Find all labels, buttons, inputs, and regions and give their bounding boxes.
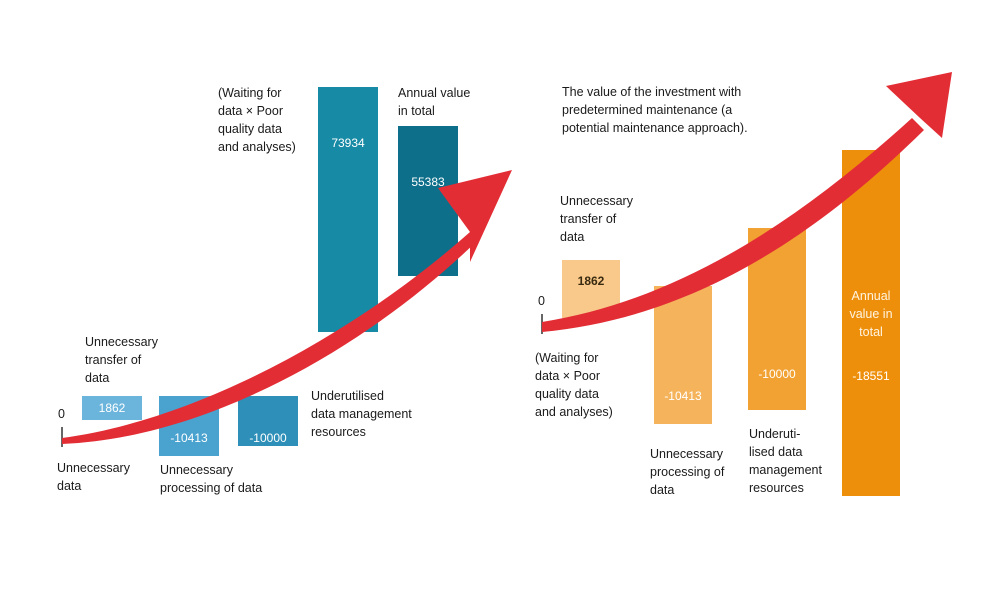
category-label-4-line: quality data [218,122,282,136]
chart-title-line: predetermined maintenance (a [562,103,732,117]
category-label-3-line: management [749,463,822,477]
category-label-0: Unnecessary data [57,461,131,493]
bar-value-label-3: -10000 [758,367,796,381]
right-arrow-head [886,72,952,138]
category-label-3-line: resources [749,481,804,495]
chart-title-line: potential maintenance approach). [562,121,748,135]
bar-value-label-3: -10000 [249,431,287,445]
category-label-3: Underuti-lised data management resources [749,427,822,495]
bar-value-label-4: 73934 [331,136,365,150]
category-label-4-line: and analyses) [218,140,296,154]
category-label-0-line: Unnecessary [57,461,131,475]
category-label-4-line: (Waiting for [218,86,281,100]
category-label-3-line: data management [311,407,412,421]
category-label-1: Unnecessary transfer of data [85,335,159,385]
category-label-3-line: resources [311,425,366,439]
category-label-5: Annual value in total [398,86,470,118]
category-label-2-line: processing of data [160,481,262,495]
category-label-0-line: Unnecessary [560,194,634,208]
chart-title: The value of the investment with predeter… [562,85,748,135]
bar-value-label-2: -10413 [664,389,702,403]
zero-label: 0 [538,294,545,308]
category-label-1-line: transfer of [85,353,142,367]
category-label-2: Unnecessary processing of data [650,447,725,497]
bar-3 [238,396,298,446]
category-label-1-line: quality data [535,387,599,401]
category-label-4-line: value in [849,307,892,321]
bar-value-label-5: 55383 [411,175,445,189]
category-label-0-line: transfer of [560,212,617,226]
category-label-1-line: Unnecessary [85,335,159,349]
bar-4 [842,150,900,496]
category-label-4: Annual value in total [849,289,892,339]
category-label-0: Unnecessary transfer of data [560,194,634,244]
category-label-4-line: Annual [852,289,891,303]
category-label-2-line: Unnecessary [650,447,724,461]
category-label-5-line: in total [398,104,435,118]
category-label-4: (Waiting for data × Poor quality data and a… [218,86,296,154]
right-chart: The value of the investment with predeter… [535,85,900,497]
category-label-3-line: lised data [749,445,803,459]
chart-title-line: The value of the investment with [562,85,741,99]
category-label-4-line: total [859,325,883,339]
bar-value-label-2: -10413 [170,431,208,445]
trend-arrows [62,72,952,444]
category-label-3-line: Underutilised [311,389,384,403]
category-label-2: Unnecessary processing of data [160,463,262,495]
bar-value-label-4: -18551 [852,369,890,383]
category-label-1-line: (Waiting for [535,351,598,365]
category-label-1-line: data × Poor [535,369,600,383]
category-label-3-line: Underuti- [749,427,800,441]
category-label-0-line: data [57,479,81,493]
category-label-2-line: processing of [650,465,725,479]
category-label-1-line: and analyses) [535,405,613,419]
bar-value-label-0: 1862 [578,274,605,288]
category-label-1-line: data [85,371,109,385]
category-label-4-line: data × Poor [218,104,283,118]
left-arrow-head [438,170,512,262]
category-label-1: (Waiting for data × Poor quality data and a… [535,351,613,419]
category-label-2-line: Unnecessary [160,463,234,477]
bar-1 [82,396,142,420]
category-label-2-line: data [650,483,674,497]
bar-value-label-1: 1862 [99,401,126,415]
category-label-0-line: data [560,230,584,244]
bar-2 [654,286,712,424]
category-label-3: Underutilised data management resources [311,389,412,439]
category-label-5-line: Annual value [398,86,470,100]
bar-4 [318,87,378,332]
zero-label: 0 [58,407,65,421]
